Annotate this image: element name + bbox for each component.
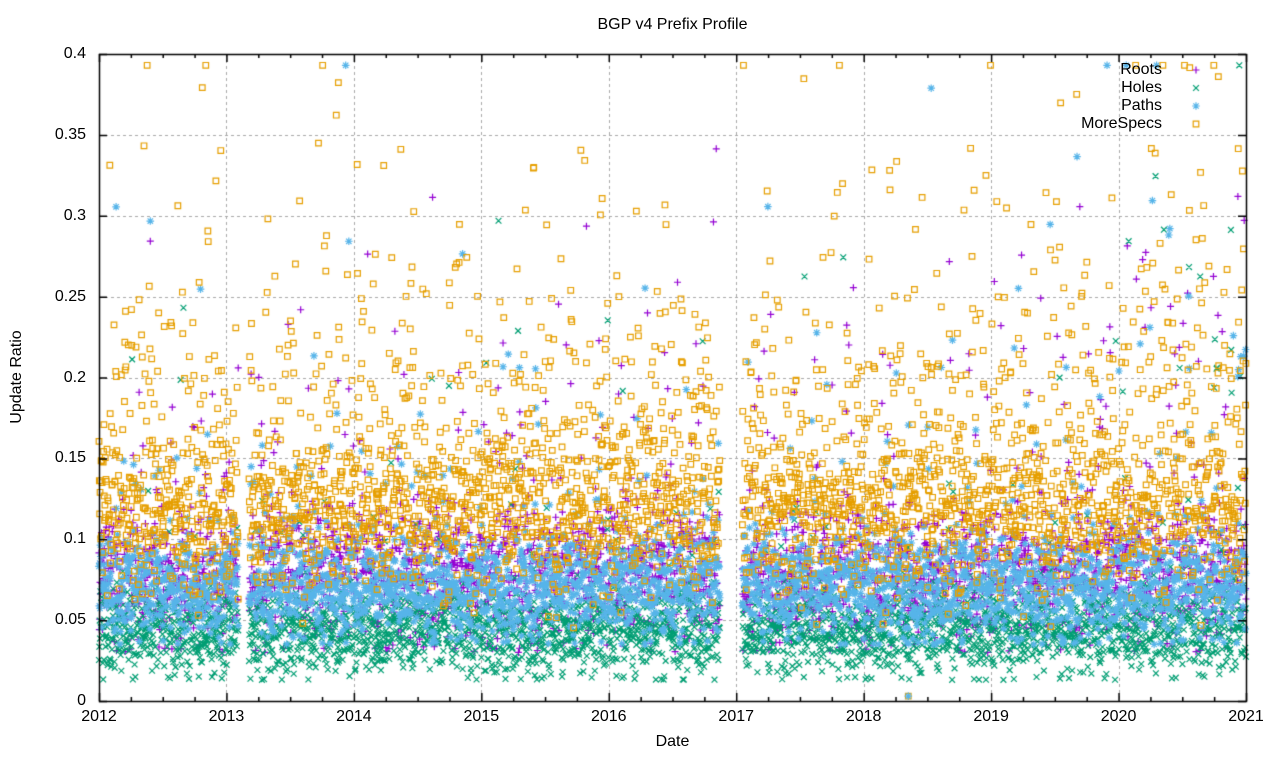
y-tick-label: 0.25 [54,287,86,305]
legend-item-holes: Holes [1121,79,1162,96]
x-tick-label: 2012 [81,708,117,725]
y-axis-title: Update Ratio [8,330,25,424]
y-tick-label: 0.05 [54,611,86,629]
y-tick-label: 0.2 [63,368,86,386]
legend-item-roots: Roots [1120,61,1162,78]
chart-title: BGP v4 Prefix Profile [597,16,748,33]
x-tick-label: 2016 [590,708,627,725]
x-tick-label: 2018 [845,708,882,725]
x-tick-label: 2014 [336,708,372,725]
x-tick-label: 2013 [208,708,245,725]
y-tick-label: 0.1 [63,530,86,548]
y-tick-label: 0.15 [54,449,86,467]
y-tick-label: 0.35 [54,125,86,143]
x-tick-label: 2020 [1100,708,1137,725]
x-tick-label: 2017 [718,708,755,725]
legend-item-paths: Paths [1121,97,1162,114]
y-tick-label: 0.4 [63,45,86,62]
y-tick-label: 0 [77,692,86,709]
legend-item-morespecs: MoreSpecs [1081,115,1162,132]
y-tick-label: 0.3 [63,206,86,224]
x-axis-title: Date [655,733,690,750]
x-tick-label: 2015 [463,708,500,725]
x-tick-label: 2021 [1228,708,1264,725]
x-tick-label: 2019 [973,708,1009,725]
